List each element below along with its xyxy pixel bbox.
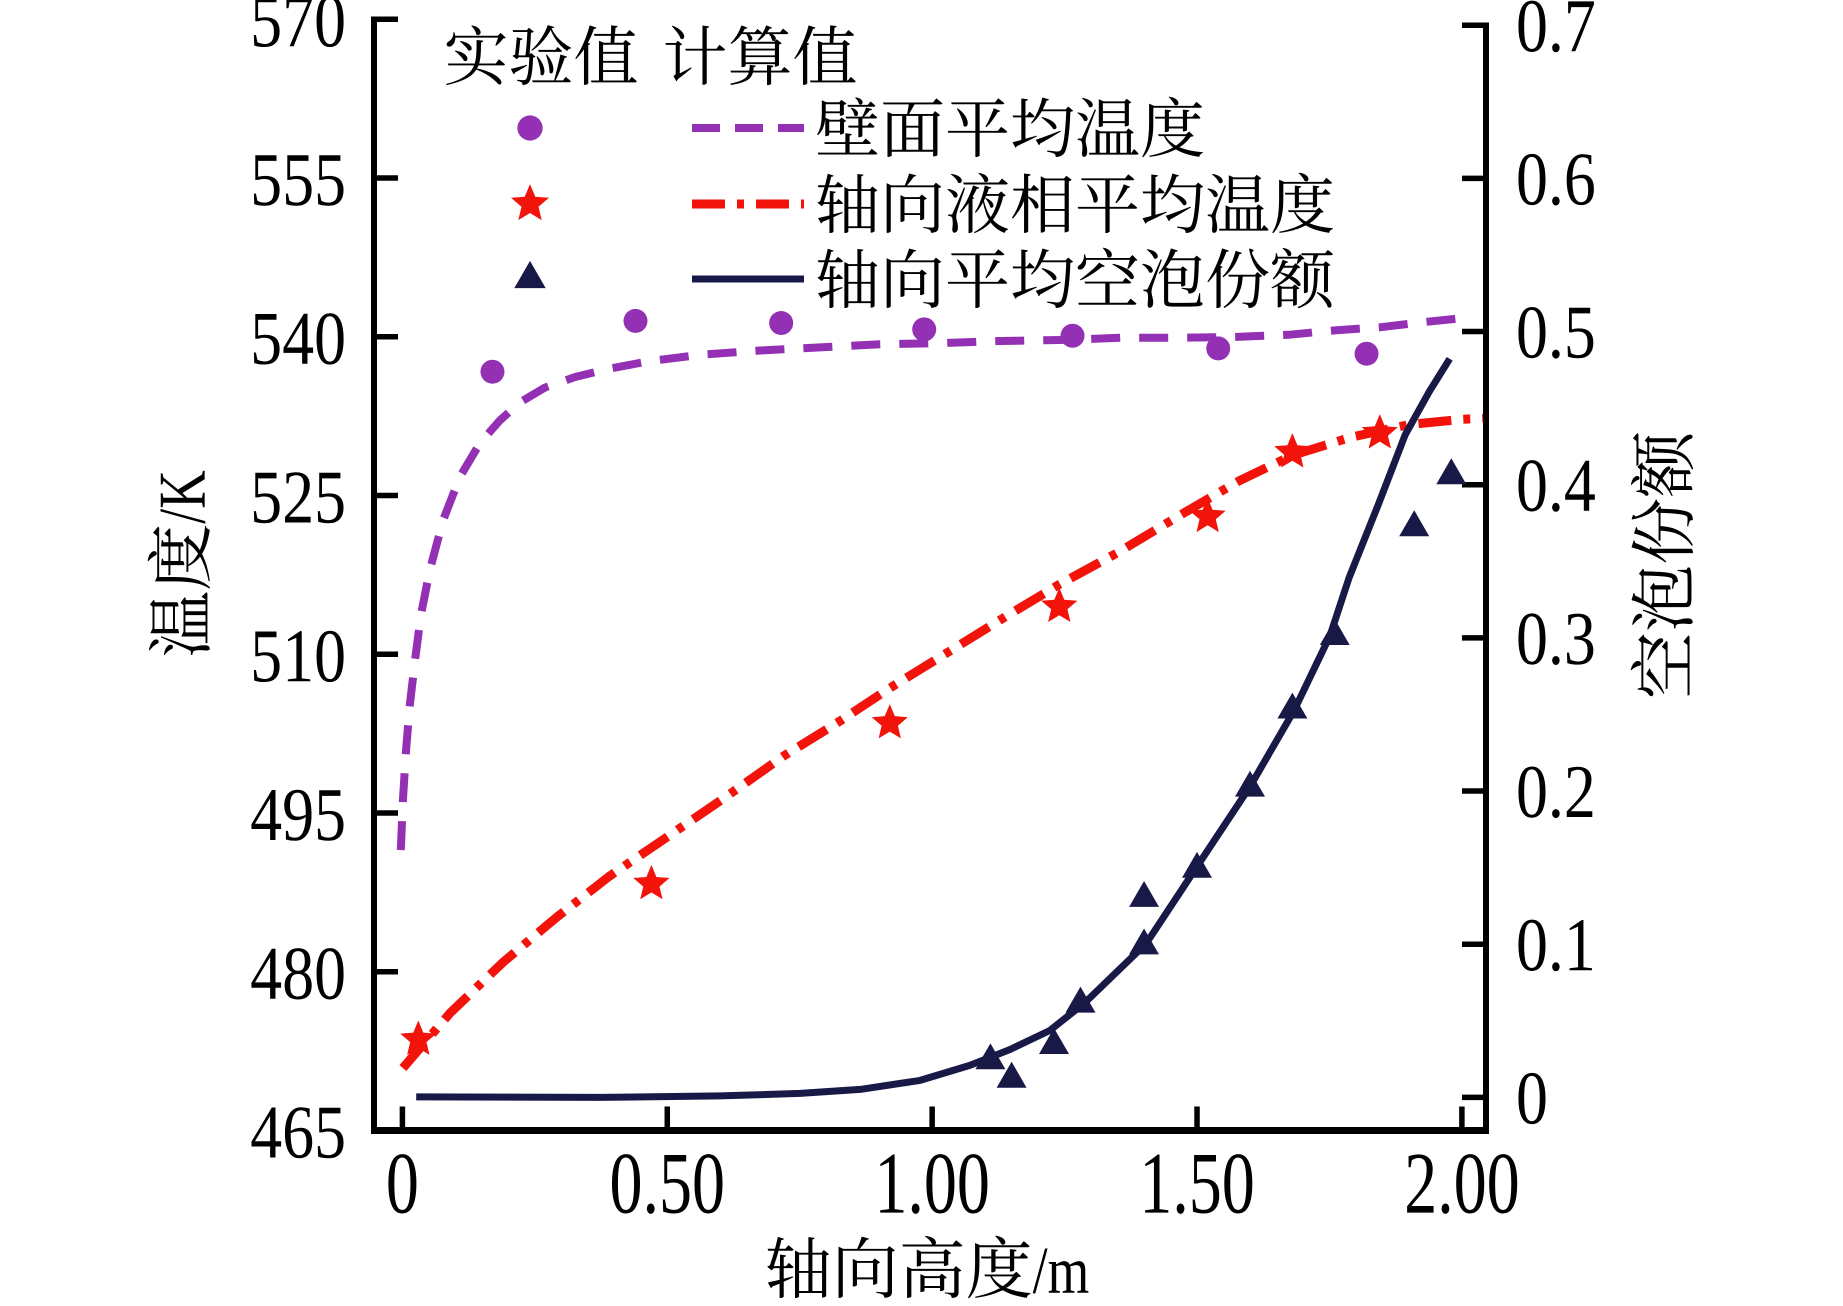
left-tick-label [253,630,344,683]
triangle-marker [1182,851,1212,878]
star-marker [633,864,670,900]
triangle-marker [1277,692,1308,719]
triangle-marker [975,1043,1006,1070]
circle-marker [769,311,794,336]
left-tick-label [253,313,344,365]
right-tick-label [1518,0,1594,53]
series-exp [975,458,1467,1088]
x-tick-label [612,1154,723,1214]
right-tick-label [1518,919,1592,972]
circle-marker [912,317,937,342]
star-marker [1041,587,1078,622]
legend-header-experimental [446,25,637,86]
triangle-marker [996,1061,1027,1088]
legend-entry-label [817,172,1333,234]
legend-header-calculated [665,25,856,86]
triangle-marker [1319,619,1350,645]
circle-marker [1060,323,1085,348]
x-tick-label [388,1154,417,1214]
star-marker [1274,433,1311,468]
right-tick-label [1518,766,1593,819]
star-marker [400,1020,437,1055]
tick-labels [251,0,1595,1214]
right-tick-label [1518,153,1594,206]
circle-marker [1206,336,1231,361]
data-series [396,308,1484,1101]
left-tick-label [251,948,344,1000]
triangle-marker [1129,928,1159,955]
triangle-marker [1129,880,1159,907]
star-marker [871,704,908,739]
axis-titles [147,433,1694,1299]
axes [371,16,1489,1134]
right-tick-label [1518,460,1595,512]
legend-entry [511,172,1333,234]
series-calc [416,356,1453,1101]
circle-marker [1354,341,1379,366]
left-tick-label [253,155,344,206]
circle-marker [480,359,505,384]
left-tick-label [251,789,344,841]
legend-entry-label [817,96,1203,158]
x-tick-label [1145,1154,1253,1214]
right-tick-label [1518,306,1594,359]
right-axis-title [1630,433,1694,697]
circle-marker [517,115,543,141]
legend-entry-label [817,247,1333,309]
left-tick-label [253,472,344,524]
legend-entry [514,247,1333,309]
right-tick-label [1518,613,1594,665]
series-calc [396,314,1457,851]
legend [446,25,1333,309]
left-tick-label [253,0,344,48]
triangle-marker [514,260,546,289]
left-tick-label [251,1107,344,1159]
series-calc [399,413,1484,1072]
series-exp [400,414,1398,1055]
right-tick-label [1518,1072,1546,1125]
star-marker [1189,497,1226,533]
triangle-marker [1039,1028,1069,1054]
triangle-marker [1436,458,1467,485]
triangle-marker [1399,510,1430,537]
star-marker [1361,414,1398,449]
x-tick-label [880,1154,988,1214]
x-axis-title [767,1235,1089,1299]
series-exp [480,308,1379,384]
star-marker [511,184,549,221]
legend-entry [517,96,1203,158]
x-tick-label [1407,1154,1518,1214]
triangle-marker [1065,986,1096,1013]
circle-marker [623,308,648,333]
triangle-marker [1235,770,1265,797]
left-axis-title [147,470,211,656]
